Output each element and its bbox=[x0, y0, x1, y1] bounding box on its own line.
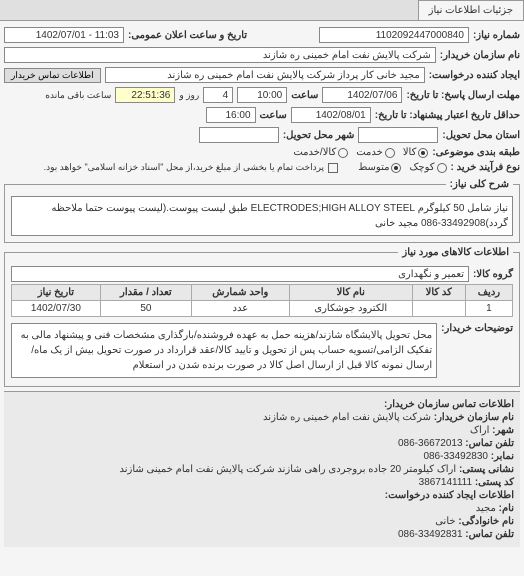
cphone-value: 33492831-086 bbox=[398, 529, 463, 540]
buyer-note-label: توضیحات خریدار: bbox=[441, 323, 513, 334]
creator-label: ایجاد کننده درخواست: bbox=[429, 70, 520, 81]
creator-section-label: اطلاعات ایجاد کننده درخواست: bbox=[385, 490, 514, 501]
pack-label: طبقه بندی موضوعی: bbox=[432, 147, 520, 158]
remain-value: 22:51:36 bbox=[115, 87, 175, 103]
creator-value: مجید خانی کار پرداز شرکت پالایش نفت امام… bbox=[105, 67, 425, 83]
process-label: نوع فرآیند خرید : bbox=[451, 162, 520, 173]
main-desc-text: نیاز شامل 50 کیلوگرم ELECTRODES;HIGH ALL… bbox=[11, 196, 513, 236]
col-qty: تعداد / مقدار bbox=[100, 285, 191, 301]
name-value: مجید bbox=[476, 503, 496, 514]
time-label-1: ساعت bbox=[291, 90, 318, 101]
col-row: ردیف bbox=[465, 285, 512, 301]
radio-small[interactable] bbox=[437, 163, 447, 173]
radio-medium[interactable] bbox=[391, 163, 401, 173]
treasury-checkbox[interactable] bbox=[328, 163, 338, 173]
time-label-2: ساعت bbox=[260, 110, 287, 121]
tabs-bar: جزئیات اطلاعات نیاز bbox=[0, 0, 524, 21]
group-label: گروه کالا: bbox=[473, 269, 513, 280]
cell-code bbox=[412, 301, 465, 317]
contact-info-button[interactable]: اطلاعات تماس خریدار bbox=[4, 68, 101, 83]
phone-value: 36672013-086 bbox=[398, 438, 463, 449]
name-label: نام: bbox=[499, 503, 514, 514]
radio-khadmat-label: خدمت bbox=[356, 147, 383, 158]
main-desc-fieldset: شرح کلی نیاز: نیاز شامل 50 کیلوگرم ELECT… bbox=[4, 179, 520, 243]
org-label: نام سازمان خریدار: bbox=[434, 412, 514, 423]
col-code: کد کالا bbox=[412, 285, 465, 301]
deadline-time: 10:00 bbox=[237, 87, 287, 103]
req-no-label: شماره نیاز: bbox=[473, 30, 520, 41]
remain-label: ساعت باقی مانده bbox=[45, 90, 111, 101]
radio-medium-label: متوسط bbox=[358, 162, 389, 173]
cphone-label: تلفن تماس: bbox=[465, 529, 514, 540]
delivery-province-label: استان محل تحویل: bbox=[442, 130, 520, 141]
group-value: تعمیر و نگهداری bbox=[11, 266, 469, 282]
contact-section: اطلاعات تماس سازمان خریدار: نام سازمان خ… bbox=[4, 391, 520, 547]
post-value: 3867141111 bbox=[419, 477, 472, 488]
delivery-province bbox=[358, 127, 438, 143]
radio-kala[interactable] bbox=[418, 148, 428, 158]
cell-qty: 50 bbox=[100, 301, 191, 317]
tab-details[interactable]: جزئیات اطلاعات نیاز bbox=[418, 0, 524, 20]
lname-value: خانی bbox=[435, 516, 455, 527]
radio-both-label: کالا/خدمت bbox=[293, 147, 336, 158]
cell-name: الکترود جوشکاری bbox=[289, 301, 412, 317]
cell-date: 1402/07/30 bbox=[12, 301, 101, 317]
items-fieldset: اطلاعات کالاهای مورد نیاز گروه کالا: تعم… bbox=[4, 247, 520, 387]
days-label: روز و bbox=[179, 90, 199, 101]
delivery-city-label: شهر محل تحویل: bbox=[283, 130, 355, 141]
col-unit: واحد شمارش bbox=[191, 285, 289, 301]
city-value: اراک bbox=[470, 425, 489, 436]
addr-value: اراک کیلومتر 20 جاده بروجردی راهی شازند … bbox=[119, 464, 456, 475]
col-name: نام کالا bbox=[289, 285, 412, 301]
items-legend: اطلاعات کالاهای مورد نیاز bbox=[398, 247, 513, 258]
main-panel: شماره نیاز: 1102092447000840 تاریخ و ساع… bbox=[0, 21, 524, 551]
lname-label: نام خانوادگی: bbox=[458, 516, 514, 527]
pack-radio-group: کالا خدمت کالا/خدمت bbox=[293, 147, 428, 158]
radio-khadmat[interactable] bbox=[385, 148, 395, 158]
col-date: تاریخ نیاز bbox=[12, 285, 101, 301]
fax-value: 33492830-086 bbox=[423, 451, 488, 462]
fax-label: نمابر: bbox=[491, 451, 514, 462]
pay-note: پرداخت تمام یا بخشی از مبلغ خرید،از محل … bbox=[44, 162, 324, 173]
table-row[interactable]: 1 الکترود جوشکاری عدد 50 1402/07/30 bbox=[12, 301, 513, 317]
credit-label: حداقل تاریخ اعتبار پیشنهاد: تا تاریخ: bbox=[375, 110, 520, 121]
phone-label: تلفن تماس: bbox=[465, 438, 514, 449]
notice-date-value: 11:03 - 1402/07/01 bbox=[4, 27, 124, 43]
process-radio-group: کوچک متوسط bbox=[358, 162, 446, 173]
days-value: 4 bbox=[203, 87, 233, 103]
city-label: شهر: bbox=[492, 425, 514, 436]
items-table: ردیف کد کالا نام کالا واحد شمارش تعداد /… bbox=[11, 284, 513, 317]
buyer-value: شرکت پالایش نفت امام خمینی ره شازند bbox=[4, 47, 436, 63]
buyer-label: نام سازمان خریدار: bbox=[440, 50, 520, 61]
req-no-value: 1102092447000840 bbox=[319, 27, 469, 43]
buyer-note-text: محل تحویل پالایشگاه شازند/هزینه حمل به ع… bbox=[11, 323, 437, 378]
radio-kala-label: کالا bbox=[403, 147, 417, 158]
deadline-date: 1402/07/06 bbox=[322, 87, 402, 103]
org-value: شرکت پالایش نفت امام خمینی ره شازند bbox=[263, 412, 431, 423]
cell-row: 1 bbox=[465, 301, 512, 317]
cell-unit: عدد bbox=[191, 301, 289, 317]
post-label: کد پستی: bbox=[475, 477, 514, 488]
notice-date-label: تاریخ و ساعت اعلان عمومی: bbox=[128, 30, 247, 41]
table-header-row: ردیف کد کالا نام کالا واحد شمارش تعداد /… bbox=[12, 285, 513, 301]
credit-time: 16:00 bbox=[206, 107, 256, 123]
contact-legend: اطلاعات تماس سازمان خریدار: bbox=[384, 399, 514, 410]
delivery-city bbox=[199, 127, 279, 143]
addr-label: نشانی پستی: bbox=[459, 464, 514, 475]
main-desc-legend: شرح کلی نیاز: bbox=[446, 179, 513, 190]
radio-both[interactable] bbox=[338, 148, 348, 158]
deadline-label: مهلت ارسال پاسخ: تا تاریخ: bbox=[406, 90, 520, 101]
radio-small-label: کوچک bbox=[409, 162, 434, 173]
credit-date: 1402/08/01 bbox=[291, 107, 371, 123]
